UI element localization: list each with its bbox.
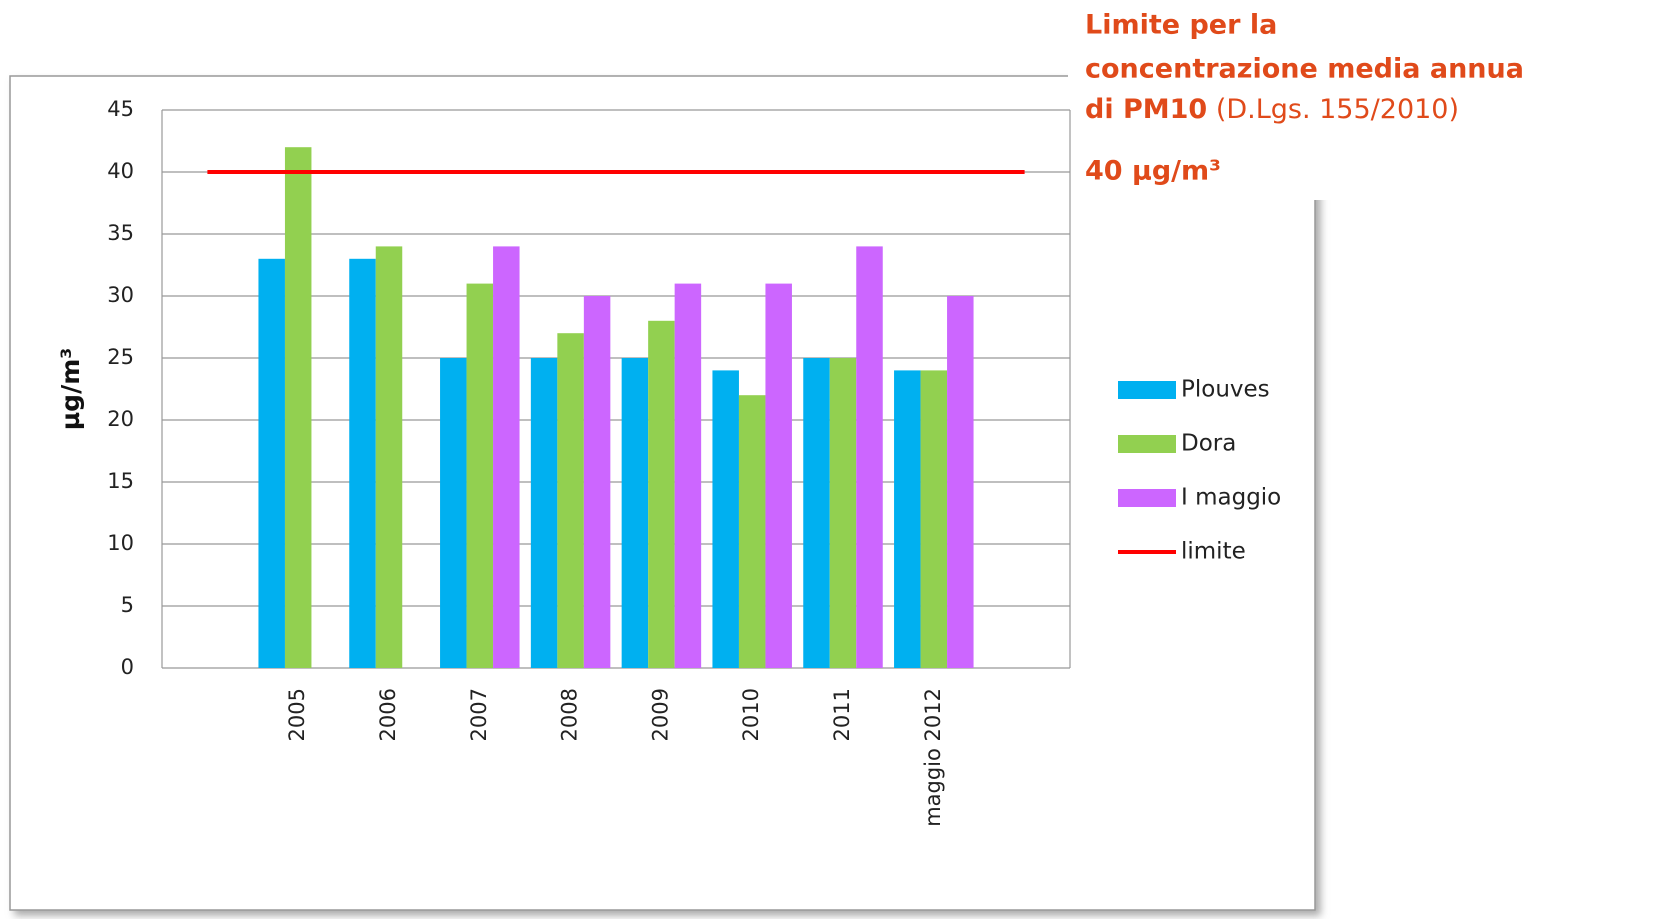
bar — [466, 283, 494, 668]
bar — [829, 358, 857, 668]
bar — [738, 395, 766, 668]
legend-swatch — [1118, 489, 1176, 507]
annotation-line: di PM10 (D.Lgs. 155/2010) — [1085, 94, 1459, 125]
y-tick-label: 15 — [107, 469, 134, 493]
annotation-source: (D.Lgs. 155/2010) — [1216, 94, 1459, 125]
y-tick-label: 10 — [107, 531, 134, 555]
annotation-line: concentrazione media annua — [1085, 54, 1524, 85]
y-tick-label: 30 — [107, 283, 134, 307]
bar — [920, 370, 948, 668]
bar — [530, 358, 558, 668]
bar — [440, 358, 467, 668]
bar — [803, 358, 830, 668]
annotation-limit: 40 µg/m³ — [1085, 156, 1221, 187]
bar — [947, 296, 974, 668]
y-tick-label: 20 — [107, 407, 134, 431]
bar — [557, 333, 584, 668]
annotation-background — [1068, 0, 1668, 200]
x-tick-label: 2007 — [467, 688, 491, 741]
annotation-line: Limite per la — [1085, 10, 1277, 41]
x-tick-label: 2009 — [648, 688, 672, 741]
bar — [583, 296, 611, 668]
bar — [648, 320, 675, 668]
bar — [712, 370, 739, 668]
x-tick-label: maggio 2012 — [921, 688, 945, 827]
x-tick-label: 2008 — [558, 688, 582, 741]
bar — [258, 258, 285, 668]
legend-label: Dora — [1181, 431, 1236, 457]
y-tick-label: 5 — [121, 593, 134, 617]
bar — [493, 246, 520, 668]
x-tick-label: 2006 — [376, 688, 400, 741]
legend-swatch — [1118, 435, 1176, 453]
bar — [349, 258, 376, 668]
legend-label: Plouves — [1181, 377, 1270, 403]
bar — [621, 358, 649, 668]
bar — [284, 147, 312, 668]
y-tick-label: 45 — [107, 97, 134, 121]
legend-label: limite — [1181, 539, 1246, 565]
x-tick-label: 2005 — [285, 688, 309, 741]
x-tick-label: 2010 — [739, 688, 763, 741]
y-tick-label: 40 — [107, 159, 134, 183]
bar — [894, 370, 921, 668]
y-tick-label: 0 — [121, 655, 134, 679]
bar — [765, 283, 792, 668]
bar — [375, 246, 403, 668]
legend-swatch — [1118, 381, 1176, 399]
annotation-bold: di PM10 — [1085, 94, 1207, 125]
legend-label: I maggio — [1181, 485, 1281, 511]
bar — [856, 246, 883, 668]
y-axis-label: µg/m³ — [56, 348, 85, 430]
y-tick-label: 35 — [107, 221, 134, 245]
y-tick-label: 25 — [107, 345, 134, 369]
bar — [674, 283, 702, 668]
x-tick-label: 2011 — [830, 688, 854, 741]
